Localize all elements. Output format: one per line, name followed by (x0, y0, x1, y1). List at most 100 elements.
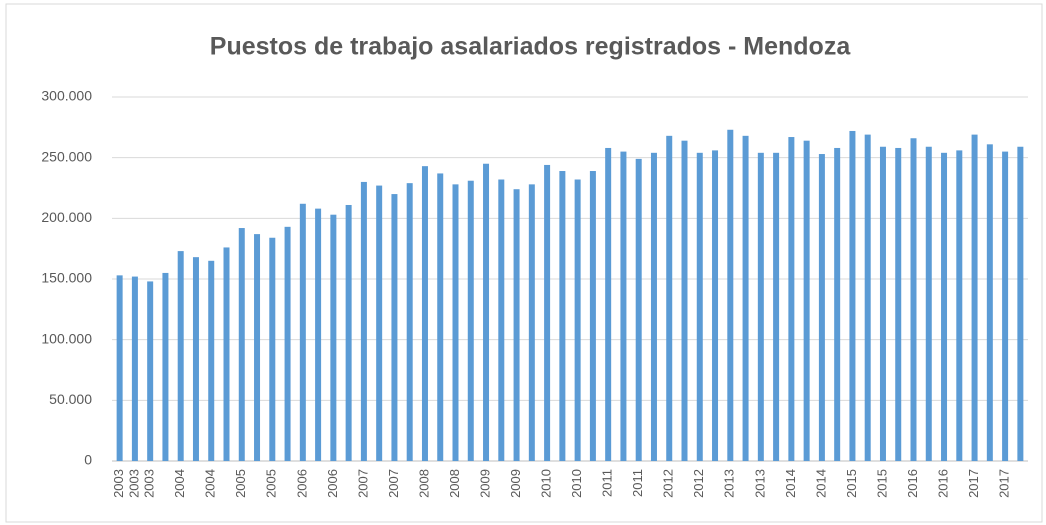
bar (773, 152, 780, 461)
bar (391, 194, 398, 462)
bar (208, 260, 215, 461)
bar (544, 164, 551, 462)
x-tick-label: 2007 (355, 469, 370, 498)
x-tick-label: 2009 (508, 469, 523, 498)
x-tick-label: 2003 (142, 469, 157, 498)
bar (284, 226, 291, 461)
bar (299, 203, 306, 462)
bar (986, 144, 993, 461)
bar (254, 234, 261, 461)
bar (818, 154, 825, 461)
x-tick-label: 2012 (691, 469, 706, 498)
y-tick-label: 50.000 (49, 391, 92, 407)
bar (452, 184, 459, 462)
x-tick-label: 2011 (600, 469, 615, 497)
y-tick-label: 0 (84, 452, 92, 468)
bar (483, 163, 490, 461)
bar (269, 237, 276, 461)
bar (635, 158, 642, 461)
bar (406, 183, 413, 461)
bar (681, 140, 688, 461)
bar (421, 166, 428, 461)
bar (727, 129, 734, 461)
bar (513, 189, 520, 462)
x-tick-label: 2010 (539, 469, 554, 498)
bar (620, 151, 627, 461)
bar (131, 276, 138, 461)
bar (360, 181, 367, 461)
x-tick-label: 2015 (874, 469, 889, 498)
x-tick-label: 2015 (844, 469, 859, 498)
bar (498, 179, 505, 462)
x-tick-label: 2013 (722, 469, 737, 498)
x-tick-label: 2006 (294, 469, 309, 498)
bar (437, 173, 444, 461)
bar (666, 135, 673, 461)
bar (605, 147, 612, 461)
bar (895, 147, 902, 461)
x-tick-label: 2004 (203, 469, 218, 498)
x-tick-label: 2004 (172, 469, 187, 498)
chart-border (5, 3, 1043, 523)
x-tick-label: 2017 (966, 469, 981, 498)
bar (162, 272, 169, 461)
bar (742, 135, 749, 461)
bar (1017, 146, 1024, 461)
bar (559, 171, 566, 461)
x-tick-label: 2007 (386, 469, 401, 498)
bar (345, 204, 352, 461)
x-tick-label: 2006 (325, 469, 340, 498)
x-tick-label: 2008 (416, 469, 431, 498)
bar (849, 130, 856, 461)
y-tick-label: 200.000 (41, 209, 92, 225)
bar (315, 208, 322, 461)
bar (864, 134, 871, 461)
x-tick-label: 2011 (630, 469, 645, 497)
chart-title: Puestos de trabajo asalariados registrad… (210, 33, 852, 61)
x-tick-label: 2003 (126, 469, 141, 498)
bar (330, 214, 337, 461)
bar (116, 275, 123, 461)
x-tick-label: 2014 (783, 469, 798, 498)
x-tick-label: 2009 (477, 469, 492, 498)
bar (238, 228, 245, 461)
bar (1002, 151, 1009, 461)
bar (879, 146, 886, 461)
y-tick-label: 150.000 (41, 270, 92, 286)
bar (971, 134, 978, 461)
y-tick-label: 250.000 (41, 148, 92, 164)
bar (910, 138, 917, 461)
bar (147, 281, 154, 461)
x-tick-label: 2016 (905, 469, 920, 498)
bar (376, 185, 383, 461)
bar (589, 171, 596, 461)
bar (712, 150, 719, 462)
x-tick-label: 2005 (264, 469, 279, 498)
x-tick-label: 2012 (661, 469, 676, 498)
bar (223, 247, 230, 461)
y-tick-label: 100.000 (41, 330, 92, 346)
x-tick-label: 2014 (813, 469, 828, 498)
bar (192, 257, 199, 461)
bar (941, 152, 948, 461)
x-tick-label: 2005 (233, 469, 248, 498)
x-tick-label: 2013 (752, 469, 767, 498)
bar (574, 179, 581, 462)
bar (650, 152, 657, 461)
bar (696, 152, 703, 461)
x-tick-label: 2008 (447, 469, 462, 498)
bar (788, 137, 795, 462)
bar (925, 146, 932, 461)
x-tick-label: 2010 (569, 469, 584, 498)
bar (757, 152, 764, 461)
bar (834, 147, 841, 461)
y-tick-label: 300.000 (41, 88, 92, 104)
x-tick-label: 2003 (111, 469, 126, 498)
bar (528, 184, 535, 462)
x-tick-label: 2016 (935, 469, 950, 498)
bar (956, 150, 963, 462)
x-tick-label: 2017 (997, 469, 1012, 498)
bar (467, 180, 474, 461)
bar (803, 140, 810, 461)
